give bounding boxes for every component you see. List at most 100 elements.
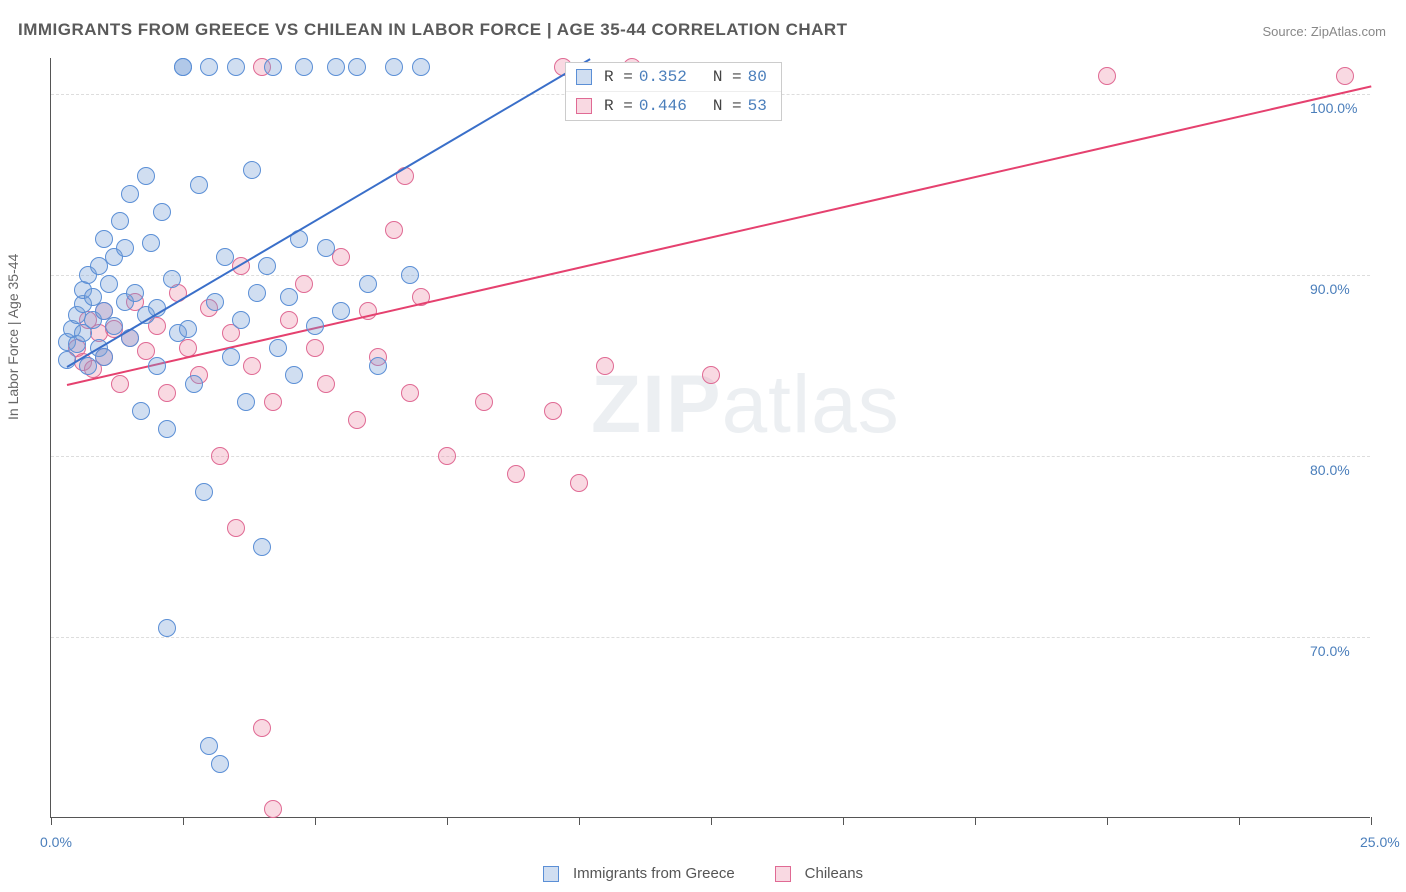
scatter-point-chileans <box>227 519 245 537</box>
scatter-point-greece <box>248 284 266 302</box>
scatter-point-greece <box>348 58 366 76</box>
x-tick <box>183 817 184 825</box>
chart-title: IMMIGRANTS FROM GREECE VS CHILEAN IN LAB… <box>18 20 848 40</box>
scatter-point-greece <box>295 58 313 76</box>
watermark: ZIPatlas <box>591 358 900 452</box>
scatter-point-greece <box>317 239 335 257</box>
gridline <box>51 637 1370 638</box>
scatter-point-greece <box>401 266 419 284</box>
x-tick-label: 25.0% <box>1360 834 1400 850</box>
gridline <box>51 275 1370 276</box>
scatter-point-chileans <box>544 402 562 420</box>
scatter-point-greece <box>185 375 203 393</box>
scatter-point-greece <box>359 275 377 293</box>
x-tick <box>579 817 580 825</box>
scatter-point-greece <box>158 619 176 637</box>
scatter-point-greece <box>121 185 139 203</box>
scatter-point-chileans <box>264 393 282 411</box>
scatter-point-greece <box>285 366 303 384</box>
correlation-stats-box: R = 0.352N = 80R = 0.446N = 53 <box>565 62 782 121</box>
scatter-point-greece <box>148 357 166 375</box>
scatter-point-greece <box>269 339 287 357</box>
scatter-point-greece <box>95 348 113 366</box>
scatter-point-greece <box>211 755 229 773</box>
scatter-point-greece <box>227 58 245 76</box>
scatter-point-greece <box>174 58 192 76</box>
stats-r-label: R = <box>604 68 633 86</box>
stats-swatch <box>576 69 592 85</box>
watermark-rest: atlas <box>722 359 900 450</box>
y-tick-label: 70.0% <box>1310 643 1350 659</box>
scatter-point-chileans <box>438 447 456 465</box>
stats-n-value: 80 <box>748 68 767 86</box>
scatter-point-greece <box>100 275 118 293</box>
legend-item-chileans: Chileans <box>775 865 863 882</box>
y-tick-label: 90.0% <box>1310 281 1350 297</box>
scatter-point-greece <box>206 293 224 311</box>
x-tick <box>51 817 52 825</box>
scatter-point-chileans <box>475 393 493 411</box>
stats-r-value: 0.352 <box>639 68 687 86</box>
legend-label-greece: Immigrants from Greece <box>573 865 735 882</box>
scatter-point-greece <box>253 538 271 556</box>
scatter-point-chileans <box>280 311 298 329</box>
trendline-greece <box>66 58 590 367</box>
x-tick <box>447 817 448 825</box>
scatter-point-greece <box>105 317 123 335</box>
scatter-point-chileans <box>401 384 419 402</box>
scatter-point-greece <box>385 58 403 76</box>
scatter-point-greece <box>200 737 218 755</box>
x-tick <box>843 817 844 825</box>
stats-n-label: N = <box>713 97 742 115</box>
scatter-point-greece <box>216 248 234 266</box>
gridline <box>51 456 1370 457</box>
scatter-point-greece <box>153 203 171 221</box>
scatter-point-greece <box>222 348 240 366</box>
scatter-point-chileans <box>596 357 614 375</box>
scatter-point-chileans <box>243 357 261 375</box>
trendline-chileans <box>67 85 1372 386</box>
scatter-point-chileans <box>253 719 271 737</box>
stats-r-label: R = <box>604 97 633 115</box>
scatter-point-chileans <box>1336 67 1354 85</box>
x-tick <box>711 817 712 825</box>
legend-swatch-greece <box>543 866 559 882</box>
source-attribution: Source: ZipAtlas.com <box>1262 24 1386 39</box>
scatter-point-greece <box>327 58 345 76</box>
stats-row-chileans: R = 0.446N = 53 <box>566 92 781 120</box>
bottom-legend: Immigrants from Greece Chileans <box>0 865 1406 882</box>
scatter-point-greece <box>264 58 282 76</box>
scatter-point-chileans <box>264 800 282 818</box>
legend-item-greece: Immigrants from Greece <box>543 865 735 882</box>
x-tick <box>975 817 976 825</box>
x-tick <box>1371 817 1372 825</box>
x-tick <box>1239 817 1240 825</box>
scatter-point-greece <box>369 357 387 375</box>
scatter-point-greece <box>137 167 155 185</box>
scatter-point-greece <box>306 317 324 335</box>
scatter-point-greece <box>126 284 144 302</box>
scatter-point-greece <box>163 270 181 288</box>
scatter-point-chileans <box>702 366 720 384</box>
scatter-point-greece <box>158 420 176 438</box>
scatter-point-chileans <box>1098 67 1116 85</box>
scatter-point-chileans <box>158 384 176 402</box>
scatter-point-chileans <box>317 375 335 393</box>
scatter-point-chileans <box>507 465 525 483</box>
scatter-point-greece <box>190 176 208 194</box>
scatter-point-greece <box>258 257 276 275</box>
scatter-point-greece <box>237 393 255 411</box>
y-tick-label: 100.0% <box>1310 100 1357 116</box>
x-tick-label: 0.0% <box>40 834 72 850</box>
legend-swatch-chileans <box>775 866 791 882</box>
scatter-plot-area: ZIPatlas <box>50 58 1370 818</box>
scatter-point-greece <box>243 161 261 179</box>
scatter-point-chileans <box>211 447 229 465</box>
scatter-point-greece <box>132 402 150 420</box>
stats-n-label: N = <box>713 68 742 86</box>
scatter-point-greece <box>332 302 350 320</box>
stats-r-value: 0.446 <box>639 97 687 115</box>
x-tick <box>1107 817 1108 825</box>
scatter-point-greece <box>179 320 197 338</box>
scatter-point-greece <box>116 239 134 257</box>
